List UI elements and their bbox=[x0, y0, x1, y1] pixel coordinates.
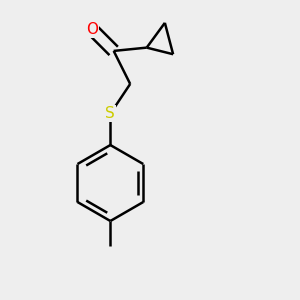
Text: S: S bbox=[106, 106, 115, 121]
Text: O: O bbox=[86, 22, 98, 37]
